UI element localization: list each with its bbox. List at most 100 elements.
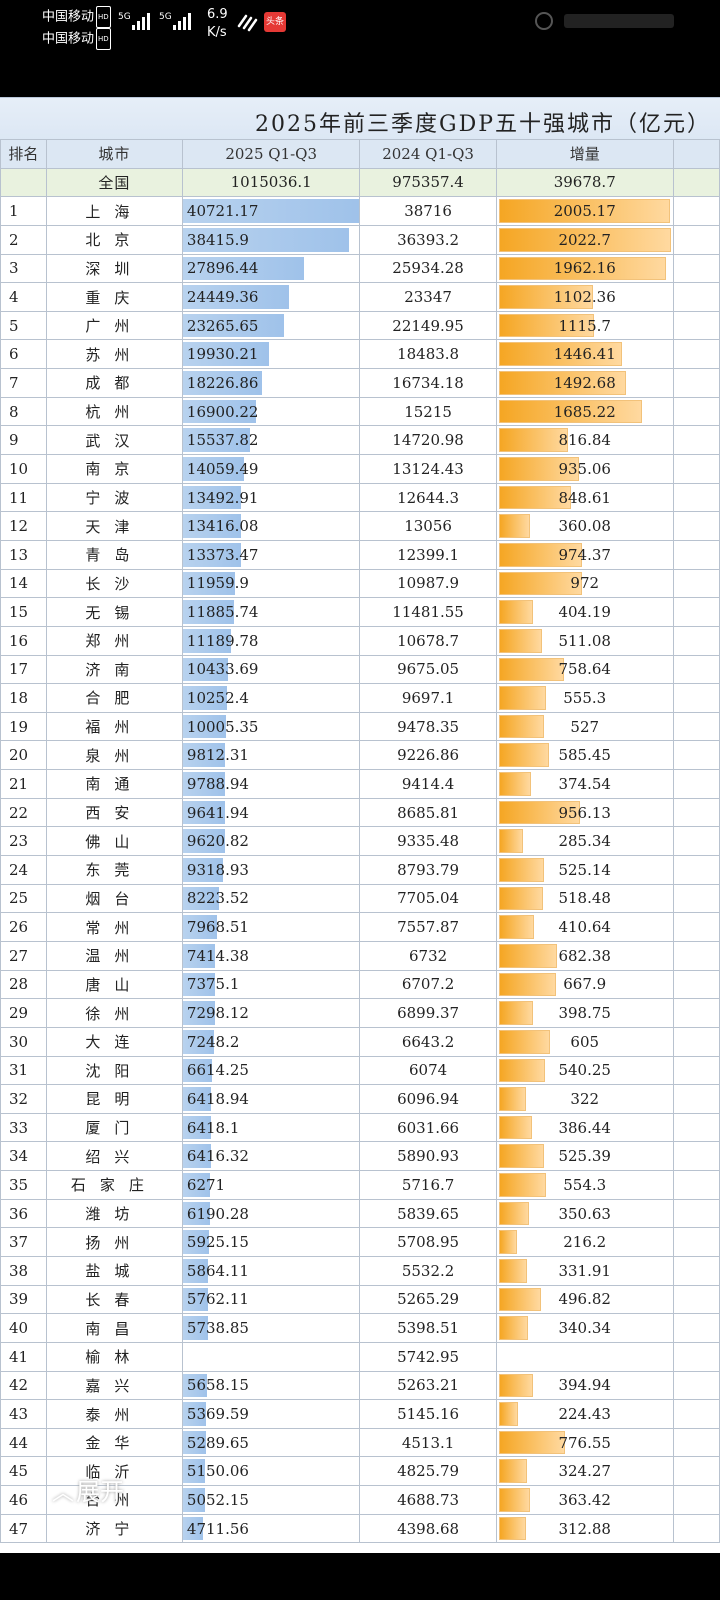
table-row: 8 杭州 16900.22 15215 1685.22 [0,396,720,427]
extra-cell [672,883,720,914]
gdp-2025-bar [183,628,231,653]
table-row: 5 广州 23265.65 22149.95 1115.7 [0,310,720,341]
gdp-2024-cell-value: 10987.9 [397,574,460,593]
increase-bar [498,1058,545,1083]
gdp-2025-cell: 9812.31 [181,740,361,771]
gdp-2024-cell: 9478.35 [359,711,497,742]
gdp-2025-bar [183,1287,208,1312]
gdp-2025-cell-value: 5658.15 [186,1376,249,1395]
increase-cell: 324.27 [495,1456,674,1487]
gdp-2025-cell: 13416.08 [181,511,361,541]
city-cell: 泰州 [45,1399,183,1429]
gdp-2025-cell: 9641.94 [181,797,361,828]
increase-cell: 360.08 [495,511,674,541]
increase-bar [498,227,671,252]
gdp-2024-cell: 5265.29 [359,1284,497,1315]
increase-cell: 1492.68 [495,368,674,398]
gdp-2024-cell-value: 12644.3 [397,488,460,507]
city-cell-value: 潍坊 [85,1205,144,1224]
extra-cell [672,339,720,370]
city-cell: 上海 [45,196,183,226]
table-title: 2025年前三季度GDP五十强城市（亿元） [255,112,712,137]
city-cell-value: 昆明 [85,1090,144,1109]
nav-bar [0,1553,720,1600]
city-cell-value: 长春 [85,1290,144,1309]
increase-bar [498,1373,533,1398]
table-row: 24 东莞 9318.93 8793.79 525.14 [0,855,720,885]
gdp-2025-cell: 5052.15 [181,1485,361,1515]
gdp-2024-cell-value: 5716.7 [401,1175,455,1194]
gdp-2024-cell: 11481.55 [359,597,497,627]
gdp-2025-bar [183,1144,211,1169]
gdp-2025-cell: 14059.49 [181,454,361,484]
extra-cell [672,1255,720,1286]
city-cell: 北京 [45,224,183,255]
gdp-2024-cell: 38716 [359,196,497,226]
table-row: 6 苏州 19930.21 18483.8 1446.41 [0,339,720,370]
gdp-2025-cell-value: 11189.78 [186,631,259,650]
gdp-2024-cell: 10987.9 [359,568,497,599]
rank-cell-value: 33 [9,1118,29,1137]
rank-cell: 22 [0,797,47,828]
rank-cell: 41 [0,1341,47,1372]
carrier-info: 中国移动 HD 中国移动 HD [42,6,111,50]
gdp-2025-cell-value: 18226.86 [186,373,259,392]
city-cell-value: 佛山 [85,832,144,851]
rank-cell: 16 [0,625,47,656]
signal-icon-2 [173,12,191,30]
increase-cell: 527 [495,711,674,742]
gdp-2025-bar [183,1173,210,1197]
table-row: 1 上海 40721.17 38716 2005.17 [0,196,720,226]
gdp-2025-cell-value: 5289.65 [186,1433,249,1452]
gdp-2025-cell: 9788.94 [181,769,361,799]
gdp-2025-cell-value: 13373.47 [186,545,259,564]
increase-cell: 758.64 [495,654,674,685]
gdp-2025-bar [183,457,244,481]
city-cell-value: 温州 [85,947,144,966]
rank-cell: 20 [0,740,47,771]
increase-cell-value: 363.42 [558,1490,611,1509]
city-cell: 广州 [45,310,183,341]
rank-cell-value: 40 [9,1319,29,1338]
rank-cell-value: 25 [9,889,29,908]
gdp-2025-cell-value: 19930.21 [186,345,259,364]
gdp-2025-bar [183,1058,212,1083]
rank-cell: 32 [0,1084,47,1114]
city-cell: 无锡 [45,597,183,627]
city-cell: 台州 [45,1485,183,1515]
rank-cell-value: 29 [9,1004,29,1023]
expand-button[interactable]: ︿展开 [52,1472,124,1507]
gdp-2025-bar [183,313,284,338]
hd-badge-1: HD [96,6,111,28]
city-cell-value: 西安 [85,804,144,823]
gdp-2024-cell-value: 9697.1 [401,688,455,707]
gdp-2025-cell: 18226.86 [181,368,361,398]
gdp-2024-cell-value: 9414.4 [401,774,455,793]
table-row: 4 重庆 24449.36 23347 1102.36 [0,282,720,312]
city-cell: 唐山 [45,969,183,1000]
status-icons-right [534,10,684,32]
rank-cell-value: 9 [9,431,19,450]
table-row: 36 潍坊 6190.28 5839.65 350.63 [0,1198,720,1229]
speed-value: 6.9 [207,7,228,22]
city-cell: 绍兴 [45,1141,183,1172]
gdp-2025-cell-value: 7968.51 [186,918,249,937]
increase-cell: 956.13 [495,797,674,828]
increase-bar [498,829,523,854]
rank-cell-value: 44 [9,1433,29,1452]
rank-cell-value: 20 [9,746,29,765]
gdp-2024-cell-value: 9478.35 [397,717,460,736]
increase-cell-value: 394.94 [558,1376,611,1395]
increase-cell: 374.54 [495,769,674,799]
rank-cell-value: 12 [9,517,29,536]
table-row: 44 金华 5289.65 4513.1 776.55 [0,1427,720,1458]
gdp-2025-bar [183,1001,215,1025]
rank-cell-value: 5 [9,316,19,335]
city-cell-value: 厦门 [85,1119,144,1138]
increase-cell-value: 554.3 [563,1175,607,1194]
city-cell: 苏州 [45,339,183,370]
extra-cell [672,654,720,685]
increase-cell: 410.64 [495,912,674,942]
rank-cell: 15 [0,597,47,627]
city-cell-value: 大连 [85,1033,144,1052]
